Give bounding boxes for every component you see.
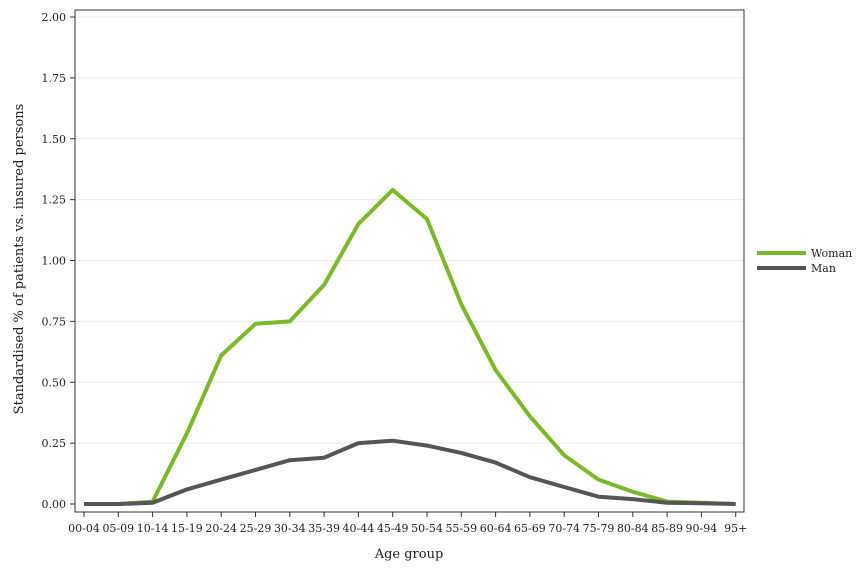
x-tick-label: 10-14 [137, 522, 169, 535]
x-tick-label: 70-74 [548, 522, 580, 535]
y-axis-title: Standardised % of patients vs. insured p… [12, 104, 27, 415]
x-tick-label: 20-24 [205, 522, 237, 535]
x-tick-label: 30-34 [274, 522, 306, 535]
y-tick-label: 1.75 [42, 72, 67, 85]
x-tick-label: 45-49 [377, 522, 409, 535]
y-tick-label: 1.25 [42, 194, 67, 207]
legend: Woman Man [757, 247, 852, 275]
x-axis-title: Age group [374, 547, 444, 562]
legend-label-man: Man [811, 262, 836, 275]
x-tick-label: 75-79 [583, 522, 615, 535]
series-lines [84, 187, 736, 506]
x-tick-label: 00-04 [68, 522, 100, 535]
y-axis: 0.00 0.25 0.50 0.75 1.00 1.25 1.50 1.75 2.00 [42, 11, 75, 511]
series-line-woman [84, 187, 736, 506]
x-tick-label: 60-64 [480, 522, 512, 535]
y-tick-label: 1.50 [42, 133, 67, 146]
series-line-man [84, 438, 736, 506]
x-tick-label: 40-44 [343, 522, 375, 535]
legend-label-woman: Woman [811, 247, 852, 260]
x-tick-label: 65-69 [514, 522, 546, 535]
y-tick-label: 0.25 [42, 437, 67, 450]
y-tick-label: 1.00 [42, 255, 67, 268]
y-tick-label: 0.00 [42, 498, 67, 511]
x-tick-label: 95+ [724, 522, 747, 535]
x-tick-label: 85-89 [651, 522, 683, 535]
x-tick-label: 80-84 [617, 522, 649, 535]
x-tick-label: 25-29 [240, 522, 272, 535]
x-axis: 00-04 05-09 10-14 15-19 20-24 25-29 30-34 35-39… [68, 512, 747, 535]
y-tick-label: 2.00 [42, 11, 67, 24]
y-tick-label: 0.75 [42, 315, 67, 328]
x-tick-label: 15-19 [171, 522, 203, 535]
x-tick-label: 90-94 [686, 522, 718, 535]
x-tick-label: 55-59 [445, 522, 477, 535]
x-tick-label: 05-09 [102, 522, 134, 535]
x-tick-label: 35-39 [308, 522, 340, 535]
grid-lines [75, 16, 744, 444]
y-tick-label: 0.50 [42, 376, 67, 389]
x-tick-label: 50-54 [411, 522, 443, 535]
